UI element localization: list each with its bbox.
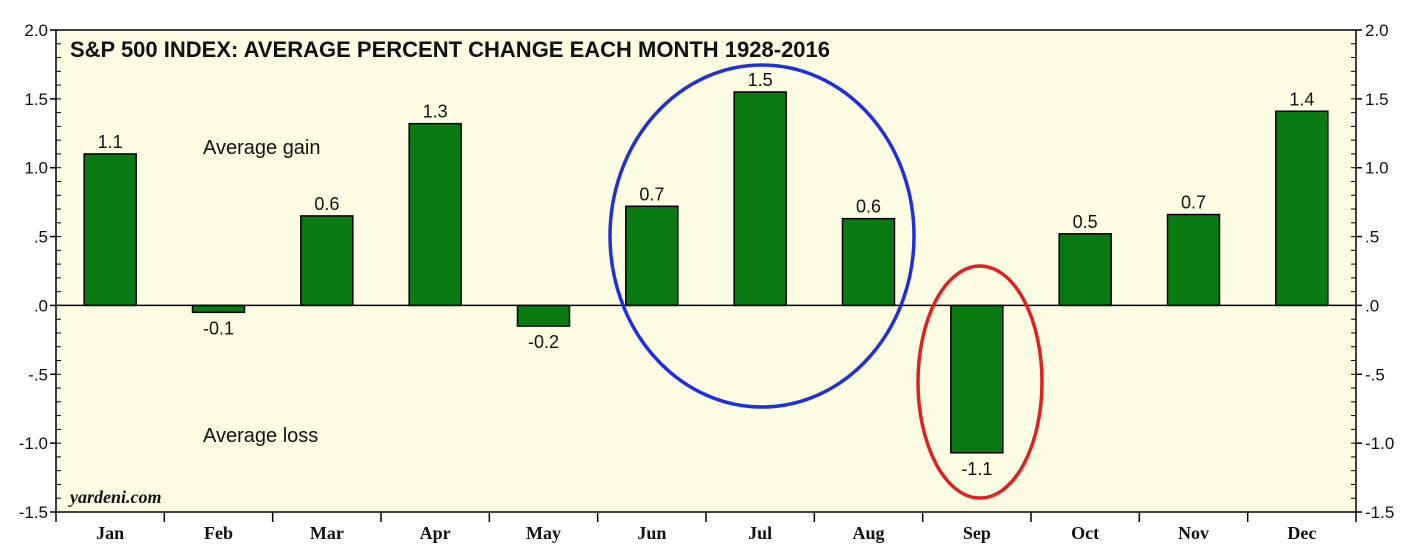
- x-label-aug: Aug: [852, 523, 884, 543]
- bar-jan: [83, 153, 137, 307]
- left-tick-label: 2.0: [24, 21, 48, 40]
- data-label-sep: -1.1: [961, 459, 992, 479]
- left-axis: 2.0 1.5 1.0 .5 .0 -.5 -1.0 -1.5: [19, 21, 61, 522]
- x-label-jul: Jul: [748, 523, 772, 543]
- data-label-dec: 1.4: [1289, 89, 1314, 109]
- data-label-feb: -0.1: [203, 318, 234, 338]
- bar-apr: [408, 122, 462, 307]
- highlight-circle-summer: [608, 63, 916, 409]
- left-tick-label: -1.0: [19, 434, 48, 453]
- left-tick-label: 1.5: [24, 90, 48, 109]
- data-label-may: -0.2: [528, 332, 559, 352]
- bar-oct: [1058, 233, 1112, 307]
- right-tick-label: -1.0: [1365, 434, 1394, 453]
- data-label-nov: 0.7: [1181, 193, 1206, 213]
- x-label-jun: Jun: [637, 523, 666, 543]
- right-tick-label: 1.5: [1365, 90, 1389, 109]
- left-tick-label: 1.0: [24, 159, 48, 178]
- bar-jul: [733, 91, 787, 307]
- source-label: yardeni.com: [68, 487, 162, 507]
- bars-group: 1.1 -0.1 0.6 1.3 -0.2 0.7 1.5 0.6 -1.1 0.5 0.7 1.4: [83, 70, 1329, 479]
- data-label-mar: 0.6: [314, 194, 339, 214]
- right-tick-label: -1.5: [1365, 503, 1394, 522]
- highlight-ellipse-september: [916, 264, 1044, 500]
- right-tick-label: .0: [1365, 296, 1379, 315]
- x-axis-labels: Jan Feb Mar Apr May Jun Jul Aug Sep Oct Nov Dec: [55, 512, 1357, 543]
- bar-feb: [191, 304, 246, 314]
- data-label-jul: 1.5: [748, 70, 773, 90]
- bar-sep: [950, 304, 1004, 454]
- bar-nov: [1166, 213, 1221, 307]
- x-label-oct: Oct: [1071, 523, 1099, 543]
- bar-may: [516, 304, 571, 327]
- x-label-nov: Nov: [1178, 523, 1209, 543]
- x-label-may: May: [526, 523, 561, 543]
- chart-title: S&P 500 INDEX: AVERAGE PERCENT CHANGE EA…: [70, 37, 830, 62]
- data-label-oct: 0.5: [1073, 212, 1098, 232]
- right-tick-label: .5: [1365, 228, 1379, 247]
- data-label-apr: 1.3: [423, 102, 448, 122]
- x-label-apr: Apr: [420, 523, 451, 543]
- x-label-dec: Dec: [1287, 523, 1316, 543]
- left-tick-label: .5: [34, 228, 48, 247]
- data-label-jun: 0.7: [639, 184, 664, 204]
- x-label-sep: Sep: [963, 523, 991, 543]
- right-tick-label: 1.0: [1365, 159, 1389, 178]
- x-label-feb: Feb: [204, 523, 233, 543]
- plot-area: [55, 29, 1357, 513]
- data-label-jan: 1.1: [98, 132, 123, 152]
- left-tick-label: -1.5: [19, 503, 48, 522]
- x-label-jan: Jan: [96, 523, 124, 543]
- data-label-aug: 0.6: [856, 197, 881, 217]
- annotation-average-gain: Average gain: [203, 137, 321, 159]
- left-tick-label: -.5: [28, 365, 48, 384]
- bar-dec: [1275, 110, 1329, 307]
- bar-mar: [300, 215, 354, 307]
- annotation-average-loss: Average loss: [203, 425, 318, 447]
- x-label-mar: Mar: [310, 523, 344, 543]
- right-axis: 2.0 1.5 1.0 .5 .0 -.5 -1.0 -1.5: [1351, 21, 1394, 522]
- right-tick-label: 2.0: [1365, 21, 1389, 40]
- right-tick-label: -.5: [1365, 365, 1385, 384]
- left-tick-label: .0: [34, 296, 48, 315]
- bar-jun: [625, 205, 679, 307]
- bar-aug: [841, 217, 896, 307]
